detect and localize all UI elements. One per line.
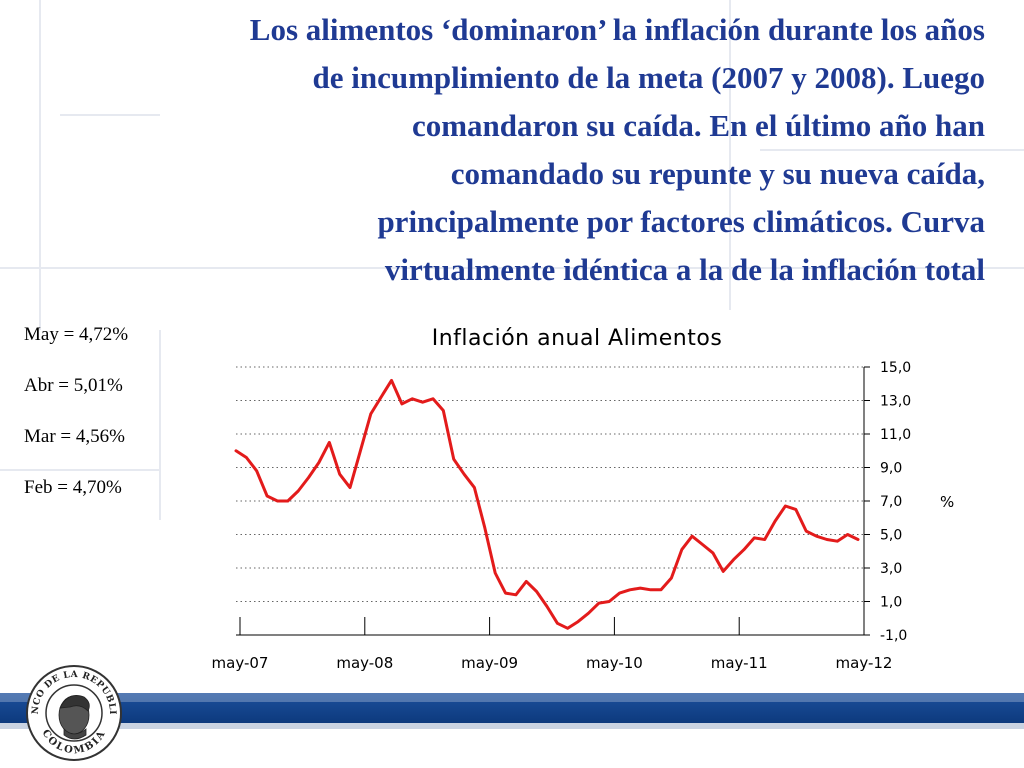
x-tick-label: may-09: [461, 654, 518, 672]
note-mar: Mar = 4,56%: [24, 426, 125, 447]
banco-de-la-republica-seal-icon: BANCO DE LA REPUBLICA COLOMBIA: [24, 663, 122, 761]
y-tick-label: 15,0: [880, 360, 911, 376]
y-tick-label: 5,0: [880, 528, 902, 544]
label-layer: 15,0 13,0 11,0 9,0 7,0 5,0 3,0 1,0 -1,0% may-07 ma…: [212, 360, 955, 672]
title-line: virtualmente idéntica a la de la inflaci…: [384, 252, 985, 287]
series-line: [234, 378, 860, 630]
title-line: Los alimentos ‘dominaron’ la inflación d…: [249, 12, 985, 47]
slide-title: Los alimentos ‘dominaron’ la inflación d…: [20, 6, 985, 294]
note-feb: Feb = 4,70%: [24, 477, 122, 498]
x-tick-label: may-07: [212, 654, 269, 672]
x-tick-label: may-08: [336, 654, 393, 672]
axis-layer: [236, 366, 870, 636]
footer-bar: [0, 693, 1024, 723]
monthly-values-list: May = 4,72% Abr = 5,01% Mar = 4,56% Feb …: [24, 318, 128, 522]
series-layer: [234, 378, 860, 630]
chart-title: Inflación anual Alimentos: [431, 326, 723, 351]
grid-layer: [236, 366, 864, 602]
title-line: comandaron su caída. En el último año ha…: [411, 108, 985, 143]
note-abr: Abr = 5,01%: [24, 375, 123, 396]
title-line: comandado su repunte y su nueva caída,: [450, 156, 985, 191]
y-tick-label: 13,0: [880, 394, 911, 410]
footer-shadow: [0, 723, 1024, 729]
y-tick-label: 7,0: [880, 494, 902, 510]
x-tick-label: may-10: [586, 654, 643, 672]
x-tick-label: may-12: [836, 654, 893, 672]
y-tick-label: 3,0: [880, 561, 902, 577]
y-tick-label: 11,0: [880, 427, 911, 443]
x-tick-label: may-11: [711, 654, 768, 672]
y-axis-label: %: [940, 493, 954, 511]
note-may: May = 4,72%: [24, 324, 129, 345]
chart-panel: [182, 318, 972, 680]
y-tick-label: 9,0: [880, 461, 902, 477]
title-line: de incumplimiento de la meta (2007 y 200…: [312, 60, 986, 95]
title-line: principalmente por factores climáticos. …: [377, 204, 985, 239]
y-tick-label: 1,0: [880, 595, 902, 611]
y-tick-label: -1,0: [880, 628, 907, 644]
